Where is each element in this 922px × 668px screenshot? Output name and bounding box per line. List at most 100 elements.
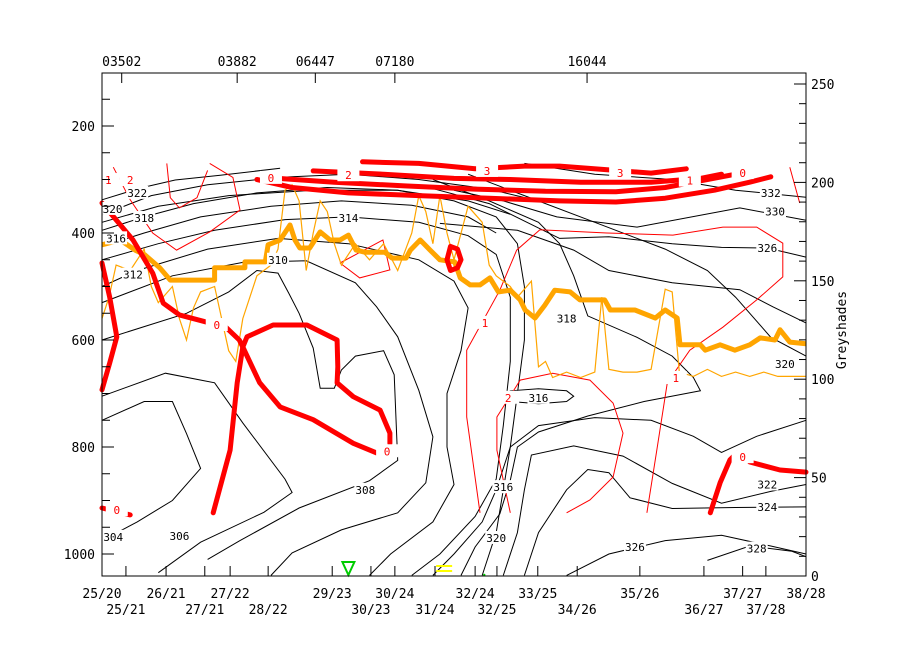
theta-contour-label-bg xyxy=(354,482,377,496)
theta-contour-label: 310 xyxy=(268,254,288,267)
theta-contour-line xyxy=(101,269,399,560)
red-thin-contour-label: 1 xyxy=(482,317,489,330)
theta-contour-label-bg xyxy=(105,231,128,245)
red-thick-contour-label-bg xyxy=(678,173,701,187)
red-thick-contour-label: 3 xyxy=(484,165,491,178)
theta-contour-line xyxy=(101,372,293,574)
red-thick-contour-label-bg xyxy=(609,166,632,180)
x-axis-tick-label: 34/26 xyxy=(558,603,597,618)
red-thick-contour-label-bg xyxy=(259,170,282,184)
theta-contour-label: 332 xyxy=(761,187,781,200)
red-thick-contour-label-bg xyxy=(731,450,754,464)
red-thin-contour-label-bg xyxy=(119,173,142,187)
theta-contour-label: 318 xyxy=(134,212,154,225)
y-axis-tick-label: 1000 xyxy=(64,548,95,563)
red-thin-contour-label: 1 xyxy=(672,372,679,385)
theta-contour-line xyxy=(101,200,497,247)
red-thin-contour-line xyxy=(112,162,241,251)
red-thin-contour-label-bg xyxy=(664,370,687,384)
red-thick-contour-label-bg xyxy=(105,503,128,517)
station-label: 07180 xyxy=(375,55,414,70)
red-thin-contours xyxy=(112,162,801,514)
red-thick-contour-line xyxy=(747,459,809,475)
x-axis-tick-label: 25/20 xyxy=(82,587,121,602)
y-axis-tick-label: 200 xyxy=(72,120,95,135)
theta-contour-label: 320 xyxy=(103,203,123,216)
contour-labels: 3223203183163143123103083063043163183163… xyxy=(97,163,796,556)
y2-axis-tick-label: 50 xyxy=(811,472,827,487)
x-axis-tick-label: 29/23 xyxy=(313,587,352,602)
red-thin-contour-line xyxy=(496,372,624,514)
red-thick-contour-line xyxy=(444,243,464,273)
red-thin-contour-line xyxy=(466,226,784,513)
theta-contour-line xyxy=(707,545,807,561)
theta-contour-line xyxy=(101,216,511,576)
theta-contour-label-bg xyxy=(337,211,360,225)
theta-contour-label-bg xyxy=(756,240,779,254)
y2-axis-tick-label: 200 xyxy=(811,176,834,191)
red-thick-contour-label: 1 xyxy=(687,175,694,188)
theta-contour-label-bg xyxy=(623,540,646,554)
station-label: 03502 xyxy=(102,55,141,70)
theta-contour-label: 328 xyxy=(747,543,767,556)
red-thick-contour-label: 0 xyxy=(384,445,391,458)
x-axis-tick-label: 32/25 xyxy=(477,603,516,618)
theta-contour-label: 306 xyxy=(170,530,190,543)
red-thick-contour-label: 0 xyxy=(113,504,120,517)
x-axis-tick-label: 35/26 xyxy=(620,587,659,602)
theta-contour-line xyxy=(502,445,807,576)
x-axis-tick-label: 27/21 xyxy=(185,603,224,618)
theta-contour-label-bg xyxy=(168,528,191,542)
x-axis-tick-label: 31/24 xyxy=(415,603,454,618)
red-thick-contour-label: 2 xyxy=(345,169,352,182)
x-axis-tick-label: 36/27 xyxy=(684,603,723,618)
y2-axis-tick-label: 100 xyxy=(811,373,834,388)
red-thick-contour-label-bg xyxy=(376,444,399,458)
x-axis-tick-label: 28/22 xyxy=(249,603,288,618)
theta-contour-label: 314 xyxy=(338,212,358,225)
theta-contour-label-bg xyxy=(133,211,156,225)
y2-axis-tick-label: 150 xyxy=(811,275,834,290)
red-thin-contour-line xyxy=(789,167,801,204)
red-thin-contour-line xyxy=(339,239,391,279)
x-axis-tick-label: 26/21 xyxy=(146,587,185,602)
theta-contour-label: 304 xyxy=(103,531,123,544)
theta-contour-label-bg xyxy=(102,529,125,543)
theta-contour-label-bg xyxy=(485,530,508,544)
theta-contour-line xyxy=(566,534,807,576)
x-axis-tick-label: 27/22 xyxy=(211,587,250,602)
theta-contour-label: 308 xyxy=(355,484,375,497)
theta-contour-label-bg xyxy=(759,185,782,199)
theta-contour-label-bg xyxy=(267,252,289,266)
axes: 200400600800100005010015020025025/2025/2… xyxy=(64,55,835,618)
red-thin-contour-label: 2 xyxy=(127,174,134,187)
y2-axis-title: Greyshades xyxy=(835,291,850,369)
theta-contour-label: 312 xyxy=(123,269,143,282)
x-axis-tick-label: 38/28 xyxy=(786,587,825,602)
theta-contour-label: 326 xyxy=(625,541,645,554)
theta-contours xyxy=(101,162,807,576)
plot-frame xyxy=(101,72,807,577)
theta-contour-label-bg xyxy=(121,267,144,281)
theta-contour-label: 316 xyxy=(106,232,126,245)
x-axis-tick-label: 30/24 xyxy=(375,587,414,602)
theta-contour-label: 316 xyxy=(529,392,549,405)
theta-contour-label: 322 xyxy=(127,187,147,200)
red-thick-contour-line xyxy=(360,159,689,176)
theta-contour-line xyxy=(101,237,469,576)
red-thick-contour-line xyxy=(99,200,213,326)
red-thick-contour-label-bg xyxy=(476,163,499,177)
red-thick-contour-label: 0 xyxy=(268,172,275,185)
theta-contour-label: 316 xyxy=(493,481,513,494)
red-thin-contour-label: 1 xyxy=(105,174,112,187)
theta-contour-label: 320 xyxy=(775,358,795,371)
station-label: 16044 xyxy=(567,55,606,70)
red-thick-contour-label-bg xyxy=(205,318,228,332)
red-thick-contour-line xyxy=(99,260,120,393)
triangle-down-symbol xyxy=(340,561,356,578)
red-thick-contour-label: 0 xyxy=(739,167,746,180)
theta-contour-label: 324 xyxy=(757,501,777,514)
theta-contour-line xyxy=(101,401,202,542)
x-axis-tick-label: 32/24 xyxy=(456,587,495,602)
